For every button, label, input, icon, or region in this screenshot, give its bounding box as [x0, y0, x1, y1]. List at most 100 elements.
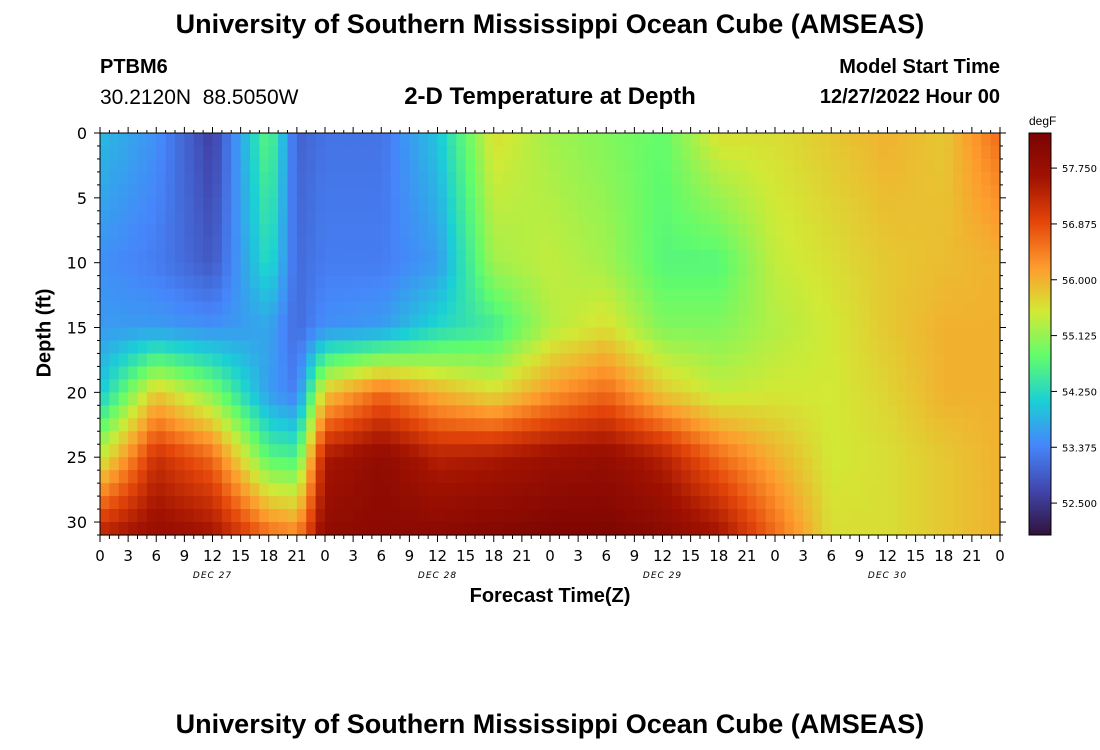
- heatmap-cell: [437, 197, 448, 212]
- heatmap-cell: [784, 171, 795, 186]
- heatmap-cell: [221, 392, 232, 406]
- heatmap-cell: [475, 522, 485, 536]
- heatmap-cell: [784, 327, 795, 342]
- heatmap-cell: [503, 145, 514, 160]
- heatmap-cell: [212, 184, 223, 199]
- heatmap-cell: [268, 275, 279, 290]
- heatmap-cell: [971, 470, 982, 484]
- heatmap-cell: [100, 379, 110, 393]
- heatmap-cell: [643, 483, 654, 497]
- heatmap-cell: [221, 210, 232, 225]
- heatmap-cell: [990, 275, 1001, 290]
- heatmap-cell: [437, 353, 448, 368]
- heatmap-cell: [709, 262, 720, 277]
- heatmap-cell: [334, 145, 345, 160]
- heatmap-cell: [456, 392, 467, 406]
- heatmap-cell: [156, 509, 167, 523]
- heatmap-cell: [887, 301, 898, 316]
- heatmap-cell: [756, 483, 767, 497]
- heatmap-cell: [315, 327, 326, 342]
- heatmap-cell: [831, 288, 842, 303]
- heatmap-cell: [596, 470, 607, 484]
- heatmap-cell: [456, 223, 467, 238]
- heatmap-cell: [193, 184, 204, 199]
- heatmap-cell: [315, 405, 326, 419]
- heatmap-cell: [259, 405, 270, 419]
- heatmap-cell: [653, 184, 664, 199]
- heatmap-cell: [231, 236, 242, 251]
- heatmap-cell: [784, 314, 795, 329]
- heatmap-cell: [962, 444, 973, 458]
- heatmap-cell: [868, 405, 879, 419]
- heatmap-cell: [578, 249, 589, 264]
- heatmap-cell: [231, 457, 242, 471]
- heatmap-cell: [100, 444, 110, 458]
- heatmap-cell: [409, 197, 420, 212]
- heatmap-cell: [400, 392, 410, 406]
- heatmap-cell: [475, 496, 485, 510]
- heatmap-cell: [850, 210, 860, 225]
- heatmap-cell: [184, 379, 195, 393]
- heatmap-cell: [343, 444, 354, 458]
- heatmap-cell: [718, 366, 729, 380]
- heatmap-cell: [212, 470, 223, 484]
- heatmap-cell: [981, 379, 992, 393]
- heatmap-cell: [821, 509, 832, 523]
- heatmap-cell: [512, 366, 523, 380]
- heatmap-cell: [428, 158, 439, 173]
- heatmap-cell: [334, 483, 345, 497]
- heatmap-cell: [100, 418, 110, 432]
- heatmap-cell: [278, 301, 289, 316]
- heatmap-cell: [559, 431, 570, 445]
- heatmap-cell: [662, 327, 673, 342]
- heatmap-cell: [671, 275, 682, 290]
- heatmap-cell: [512, 288, 523, 303]
- heatmap-cell: [484, 470, 495, 484]
- heatmap-cell: [306, 483, 317, 497]
- heatmap-cell: [718, 457, 729, 471]
- heatmap-cell: [746, 314, 757, 329]
- heatmap-cell: [962, 223, 973, 238]
- heatmap-cell: [850, 418, 860, 432]
- heatmap-cell: [325, 158, 335, 173]
- heatmap-cell: [137, 249, 148, 264]
- heatmap-cell: [756, 444, 767, 458]
- heatmap-cell: [400, 418, 410, 432]
- heatmap-cell: [596, 522, 607, 536]
- heatmap-cell: [268, 353, 279, 368]
- heatmap-cell: [353, 340, 364, 355]
- heatmap-cell: [625, 314, 635, 329]
- heatmap-cell: [962, 496, 973, 510]
- heatmap-cell: [409, 210, 420, 225]
- heatmap-cell: [868, 236, 879, 251]
- heatmap-cell: [784, 483, 795, 497]
- heatmap-cell: [503, 496, 514, 510]
- heatmap-cell: [962, 405, 973, 419]
- heatmap-cell: [634, 275, 645, 290]
- heatmap-cell: [353, 275, 364, 290]
- colorbar-tick-label: 55.125: [1062, 332, 1097, 343]
- heatmap-cell: [240, 327, 251, 342]
- heatmap-cell: [906, 379, 917, 393]
- heatmap-cell: [981, 158, 992, 173]
- heatmap-cell: [531, 145, 542, 160]
- heatmap-cell: [400, 145, 410, 160]
- heatmap-cell: [531, 496, 542, 510]
- heatmap-cell: [831, 340, 842, 355]
- heatmap-cell: [690, 340, 701, 355]
- heatmap-cell: [559, 184, 570, 199]
- heatmap-cell: [503, 405, 514, 419]
- heatmap-cell: [793, 301, 804, 316]
- heatmap-cell: [109, 301, 120, 316]
- heatmap-cell: [418, 145, 429, 160]
- heatmap-cell: [250, 496, 260, 510]
- heatmap-cell: [756, 288, 767, 303]
- heatmap-cell: [775, 457, 785, 471]
- heatmap-cell: [465, 509, 476, 523]
- heatmap-cell: [212, 457, 223, 471]
- heatmap-cell: [990, 158, 1001, 173]
- heatmap-cell: [559, 314, 570, 329]
- heatmap-cell: [896, 262, 907, 277]
- heatmap-cell: [212, 262, 223, 277]
- heatmap-cell: [128, 171, 139, 186]
